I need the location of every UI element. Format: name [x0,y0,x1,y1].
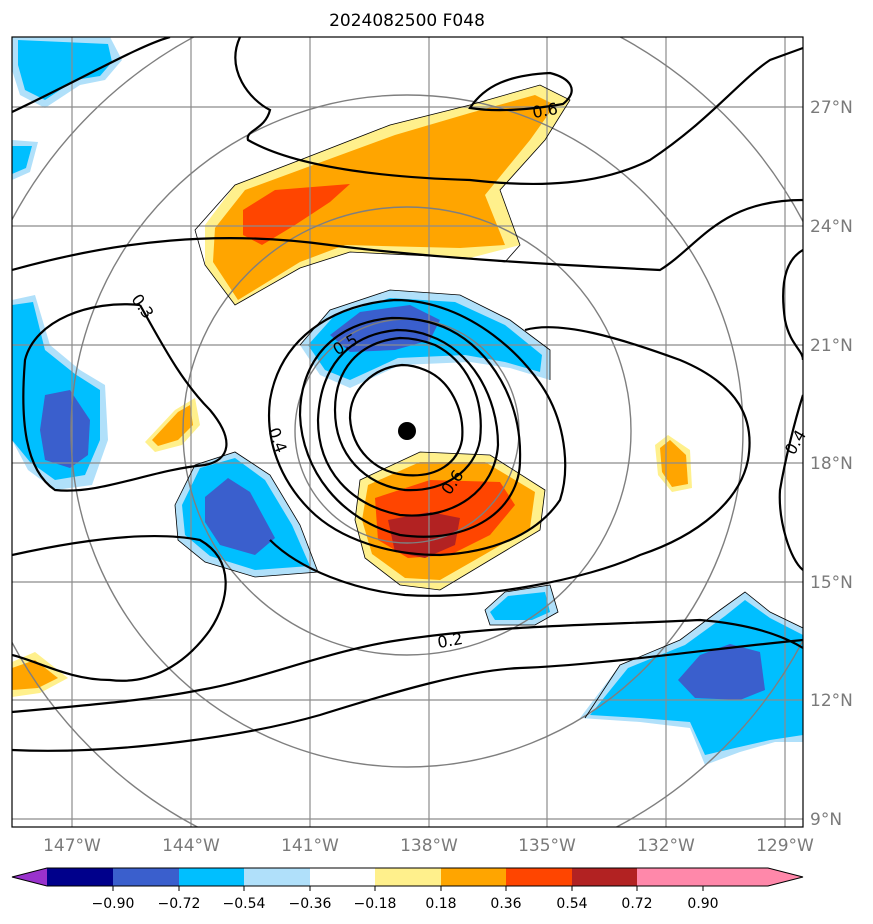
colorbar-tick-label: −0.36 [289,896,332,912]
contour-label: 0.2 [436,629,464,652]
lon-label: 147°W [43,836,101,856]
colorbar-tick-label: 0.36 [490,896,521,912]
colorbar-segment [113,868,179,886]
contour-label: 0.6 [531,99,559,122]
lat-label: 21°N [810,336,853,356]
colorbar-tick-label: 0.54 [556,896,587,912]
shading-warm-small [12,398,692,697]
shading-warm-south [355,452,545,590]
shading-cool-northwest [12,37,122,108]
colorbar-tick-label: −0.18 [354,896,397,912]
lon-label: 138°W [400,836,458,856]
storm-center-marker [398,422,416,440]
colorbar-segment [637,868,703,886]
lon-label: 144°W [162,836,220,856]
lon-label: 135°W [518,836,576,856]
colorbar-tick-label: 0.18 [425,896,456,912]
colorbar-segment [375,868,441,886]
lat-label: 9°N [810,810,842,830]
lon-label: 141°W [281,836,339,856]
lat-label: 24°N [810,217,853,237]
lat-label: 18°N [810,454,853,474]
colorbar-extend-max [768,868,803,886]
contour-lines [12,37,803,752]
shading-cool-far-west [12,140,108,490]
colorbar-extend-min [12,868,47,886]
shading-outlines [174,84,803,719]
lat-label: 15°N [810,573,853,593]
colorbar-segment [179,868,244,886]
colorbar-tick-label: −0.54 [223,896,266,912]
lat-label: 12°N [810,691,853,711]
colorbar-segment [441,868,506,886]
colorbar-tick-label: 0.72 [621,896,652,912]
colorbar: −0.90 −0.72 −0.54 −0.36 −0.18 0.18 0.36 … [11,867,804,912]
lat-label: 27°N [810,98,853,118]
figure-title: 2024082500 F048 [329,11,485,31]
colorbar-segment [244,868,310,886]
map-plot-area [12,37,803,827]
colorbar-segment [703,868,768,886]
colorbar-segment [47,868,113,886]
lon-label: 129°W [756,836,814,856]
colorbar-tick-label: 0.90 [687,896,718,912]
colorbar-segment [310,868,375,886]
shading-cool-north [300,290,550,388]
colorbar-segment [506,868,572,886]
longitude-labels: 147°W 144°W 141°W 138°W 135°W 132°W 129°… [43,836,814,856]
shading-cool-west [175,452,318,577]
colorbar-outline [11,867,804,887]
colorbar-segment [572,868,637,886]
shading-warm-north [205,85,570,305]
plot-frame [11,36,804,828]
latitude-labels: 27°N 24°N 21°N 18°N 15°N 12°N 9°N [810,98,853,830]
colorbar-tick-label: −0.72 [158,896,201,912]
graticule [12,37,803,827]
lon-label: 132°W [637,836,695,856]
colorbar-tick-label: −0.90 [92,896,135,912]
